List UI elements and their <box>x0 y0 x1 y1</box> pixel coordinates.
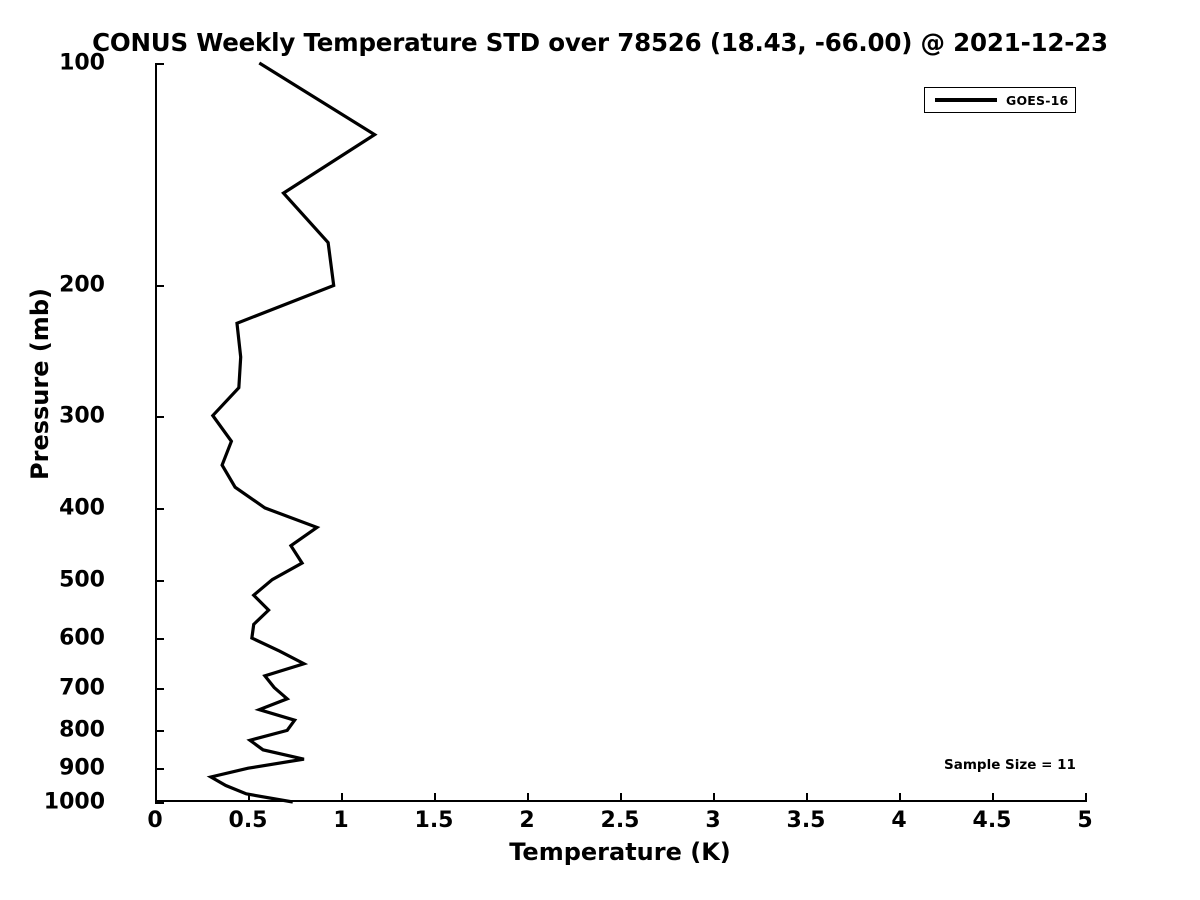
y-tick-label-900: 900 <box>59 755 105 781</box>
x-tick-label-3.5: 3.5 <box>786 808 826 833</box>
x-tick-mark-1 <box>341 793 343 802</box>
x-tick-label-3: 3 <box>705 808 721 833</box>
plot-area <box>155 61 1085 804</box>
y-tick-mark-500 <box>155 579 164 582</box>
y-tick-label-400: 400 <box>59 495 105 521</box>
y-tick-label-500: 500 <box>59 567 105 593</box>
legend-label-goes-16: GOES-16 <box>1006 92 1069 108</box>
y-tick-mark-400 <box>155 507 164 510</box>
legend[interactable]: GOES-16 <box>924 87 1076 113</box>
y-tick-label-800: 800 <box>59 717 105 743</box>
x-axis-label: Temperature (K) <box>509 838 731 866</box>
x-tick-label-2: 2 <box>519 808 535 833</box>
x-tick-label-4: 4 <box>891 808 907 833</box>
x-tick-mark-0.5 <box>248 793 250 802</box>
x-tick-mark-2 <box>527 793 529 802</box>
x-tick-mark-4.5 <box>992 793 994 802</box>
y-axis-label: Pressure (mb) <box>26 288 54 480</box>
x-tick-mark-5 <box>1085 793 1087 802</box>
y-tick-mark-100 <box>155 63 164 65</box>
data-line-layer <box>206 61 378 804</box>
y-tick-mark-200 <box>155 285 164 288</box>
x-tick-label-0: 0 <box>147 808 163 833</box>
y-tick-mark-800 <box>155 730 164 733</box>
x-tick-mark-1.5 <box>434 793 436 802</box>
legend-line-swatch-icon <box>935 98 997 102</box>
y-tick-label-600: 600 <box>59 625 105 651</box>
y-tick-mark-900 <box>155 768 164 771</box>
x-tick-mark-4 <box>899 793 901 802</box>
y-tick-label-200: 200 <box>59 272 105 298</box>
x-tick-label-2.5: 2.5 <box>600 808 640 833</box>
chart-title: CONUS Weekly Temperature STD over 78526 … <box>92 28 1108 57</box>
y-tick-mark-300 <box>155 415 164 418</box>
y-tick-label-1000: 1000 <box>43 789 105 815</box>
y-tick-label-300: 300 <box>59 403 105 429</box>
x-tick-mark-3 <box>713 793 715 802</box>
sample-size-annotation: Sample Size = 11 <box>944 757 1076 773</box>
x-tick-label-1.5: 1.5 <box>414 808 454 833</box>
y-tick-label-700: 700 <box>59 675 105 701</box>
y-tick-mark-1000 <box>155 802 164 804</box>
x-tick-label-4.5: 4.5 <box>972 808 1012 833</box>
x-tick-mark-3.5 <box>806 793 808 802</box>
x-tick-label-0.5: 0.5 <box>228 808 268 833</box>
x-tick-label-1: 1 <box>333 808 349 833</box>
y-tick-label-100: 100 <box>59 50 105 76</box>
x-tick-mark-2.5 <box>620 793 622 802</box>
y-tick-mark-700 <box>155 687 164 690</box>
x-tick-label-5: 5 <box>1077 808 1093 833</box>
series-line-goes-16 <box>206 61 378 804</box>
y-tick-mark-600 <box>155 638 164 641</box>
